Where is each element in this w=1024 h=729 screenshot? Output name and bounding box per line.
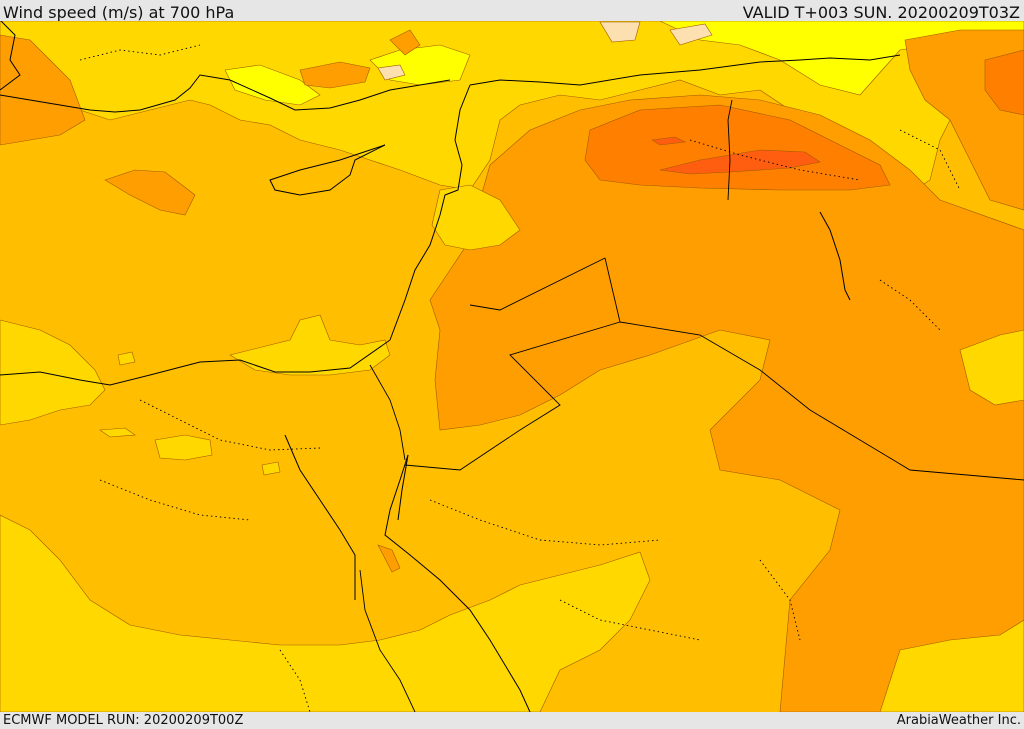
dark-orange-core — [584, 104, 891, 191]
very-light-patch-1 — [599, 21, 641, 43]
map-header: Wind speed (m/s) at 700 hPa VALID T+003 … — [0, 0, 1024, 22]
yellow-patch-small-1 — [99, 427, 136, 438]
political-borders — [359, 99, 1024, 712]
yellow-patch-small-2 — [117, 351, 136, 366]
dark-orange-east — [984, 49, 1024, 116]
model-run-label: ECMWF MODEL RUN: 20200209T00Z — [3, 713, 244, 728]
orange-zone-east — [429, 94, 1024, 712]
orange-patch-nw — [0, 34, 86, 146]
admin-borders — [79, 44, 961, 712]
valid-time: VALID T+003 SUN. 20200209T03Z — [742, 3, 1020, 22]
yellow-patch-small-3 — [261, 461, 281, 476]
orange-patch-crete — [104, 169, 196, 216]
red-orange-core — [659, 149, 821, 175]
light-yellow-patch-4 — [224, 64, 321, 106]
very-light-patch-3 — [377, 64, 406, 81]
yellow-patch-sinai — [154, 434, 213, 461]
orange-patch-ion — [389, 29, 421, 56]
very-light-patch-2 — [669, 23, 713, 46]
yellow-zone-levant — [431, 184, 521, 251]
red-orange-small — [651, 136, 687, 146]
orange-patch-n — [299, 61, 371, 89]
orange-patch-redsea — [377, 544, 401, 573]
map-footer: ECMWF MODEL RUN: 20200209T00Z ArabiaWeat… — [0, 712, 1024, 729]
wind-speed-map — [0, 21, 1024, 712]
yellow-zone-egypt-north — [0, 319, 106, 426]
yellow-zone-southwest — [0, 514, 651, 712]
coastlines — [0, 21, 901, 712]
credit-label: ArabiaWeather Inc. — [896, 713, 1021, 728]
yellow-zone-east — [959, 329, 1024, 406]
map-title: Wind speed (m/s) at 700 hPa — [3, 3, 235, 22]
yellow-zone-southeast — [879, 619, 1024, 712]
yellow-zone-med-south — [229, 314, 391, 376]
